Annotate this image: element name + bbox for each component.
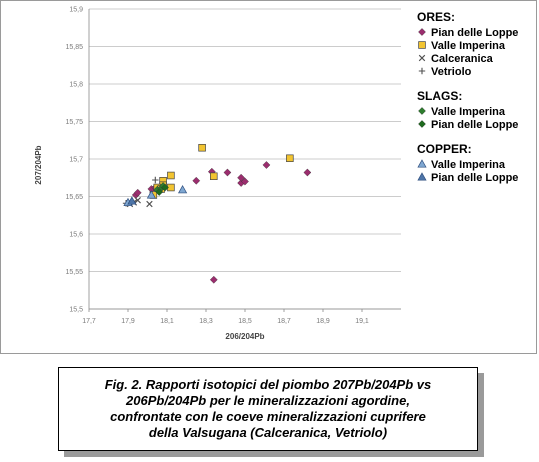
y-axis-title: 207/204Pb — [34, 145, 43, 184]
data-point — [146, 190, 156, 199]
figure-caption-box: Fig. 2. Rapporti isotopici del piombo 20… — [58, 367, 478, 451]
x-tick-label: 18,9 — [316, 318, 330, 325]
caption-line: Fig. 2. Rapporti isotopici del piombo 20… — [104, 377, 432, 392]
data-point — [152, 176, 159, 184]
legend-entry: Pian delle Loppe — [431, 119, 518, 131]
x-tick-label: 17,9 — [121, 318, 135, 325]
data-point — [155, 188, 164, 196]
legend-marker — [418, 28, 426, 36]
legend-entry: Valle Imperina — [431, 159, 506, 171]
data-point — [167, 171, 175, 180]
caption-line: confrontate con le coeve mineralizzazion… — [110, 409, 426, 424]
data-point — [303, 168, 312, 177]
data-point — [286, 154, 294, 163]
caption-line: della Valsugana (Calceranica, Vetriolo) — [148, 425, 388, 440]
y-tick-label: 15,9 — [69, 7, 83, 14]
data-point — [146, 200, 153, 208]
data-point — [198, 144, 206, 152]
x-tick-label: 18,5 — [238, 318, 252, 325]
legend-entry: Valle Imperina — [431, 40, 506, 52]
legend-marker — [417, 159, 427, 168]
caption-line: 206Pb/204Pb per le mineralizzazioni agor… — [126, 393, 410, 408]
legend-entry: Pian delle Loppe — [431, 27, 518, 39]
legend-entry: Calceranica — [431, 53, 494, 65]
y-tick-label: 15,7 — [69, 157, 83, 164]
x-tick-label: 18,7 — [277, 318, 291, 325]
legend-heading: SLAGS: — [417, 89, 462, 103]
data-point — [178, 185, 188, 194]
y-tick-label: 15,75 — [65, 119, 83, 126]
legend-heading: COPPER: — [417, 142, 472, 156]
data-point — [127, 196, 137, 205]
scatter-plot: 15,5 15,55 15,6 15,65 15,7 15,75 15,8 15,85 15,9… — [34, 7, 518, 342]
data-point — [223, 168, 232, 177]
data-point — [209, 275, 218, 284]
legend-heading: ORES: — [417, 10, 455, 24]
legend-marker — [418, 107, 426, 115]
data-point — [262, 161, 271, 169]
legend-marker — [418, 67, 426, 75]
legend-entry: Valle Imperina — [431, 106, 506, 118]
legend-marker — [418, 54, 426, 62]
legend-entry: Vetriolo — [431, 66, 472, 78]
x-axis-title: 206/204Pb — [225, 332, 264, 341]
y-tick-label: 15,6 — [69, 232, 83, 239]
x-tick-label: 19,1 — [355, 318, 369, 325]
y-tick-label: 15,8 — [69, 82, 83, 89]
y-tick-label: 15,65 — [65, 194, 83, 201]
legend-marker — [418, 41, 426, 49]
x-tick-label: 18,1 — [160, 318, 174, 325]
x-tick-label: 18,3 — [199, 318, 213, 325]
y-tick-label: 15,55 — [65, 269, 83, 276]
chart-panel: 15,5 15,55 15,6 15,65 15,7 15,75 15,8 15,85 15,9… — [0, 0, 537, 354]
legend-marker — [417, 172, 427, 181]
data-point — [161, 183, 169, 192]
legend-marker — [418, 120, 426, 128]
legend-entry: Pian delle Loppe — [431, 172, 518, 184]
data-point — [241, 177, 249, 186]
data-point — [134, 197, 141, 204]
figure-caption: Fig. 2. Rapporti isotopici del piombo 20… — [97, 377, 440, 441]
data-point — [210, 172, 218, 181]
data-point — [133, 188, 142, 197]
data-point — [192, 176, 201, 185]
y-tick-label: 15,85 — [65, 44, 83, 51]
data-point — [237, 173, 245, 182]
y-tick-label: 15,5 — [69, 307, 83, 314]
x-tick-label: 17,7 — [82, 318, 96, 325]
